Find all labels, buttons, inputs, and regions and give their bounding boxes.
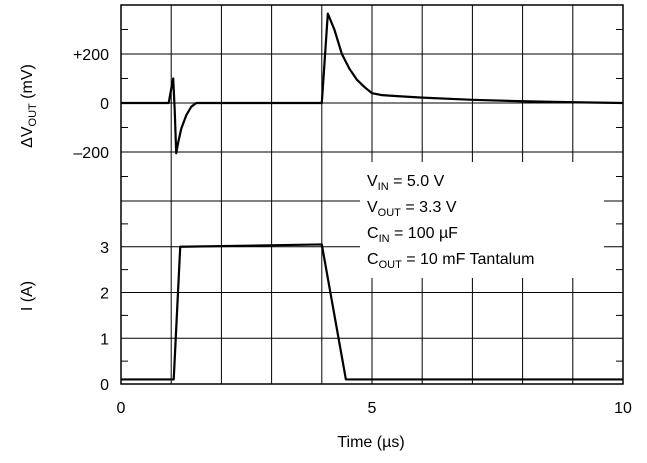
y-tick-label-bottom: 3	[100, 240, 109, 257]
y-label-top-unit: (mV)	[19, 64, 36, 103]
annotation-box	[360, 162, 604, 278]
vout-deviation-line	[121, 12, 624, 155]
y-tick-label-top: –200	[73, 145, 109, 162]
y-axis-label-top: ΔVOUT (mV)	[19, 64, 39, 148]
y-tick-label-top: +200	[73, 47, 109, 64]
y-label-top-delta: Δ	[19, 137, 36, 148]
annotations: VIN = 5.0 V VOUT = 3.3 V CIN = 100 µF COUT …	[367, 173, 534, 271]
load-current-line	[121, 243, 623, 381]
x-tick-label: 0	[117, 400, 126, 417]
y-tick-label-bottom: 1	[100, 331, 109, 348]
annotation-line: CIN = 100 µF	[367, 225, 458, 245]
x-axis-label: Time (µs)	[337, 434, 404, 451]
y-label-top-sub: OUT	[27, 103, 39, 127]
annotation-line: COUT = 10 mF Tantalum	[367, 251, 534, 271]
x-tick-label: 10	[614, 400, 632, 417]
y-tick-label-bottom: 2	[100, 286, 109, 303]
series	[121, 12, 624, 381]
y-label-top-v: V	[19, 126, 36, 137]
annotation-line: VIN = 5.0 V	[367, 173, 445, 193]
y-tick-label-bottom: 0	[100, 377, 109, 394]
y-axis-label-bottom: I (A)	[19, 281, 36, 311]
y-tick-label-top: 0	[100, 96, 109, 113]
annotation-line: VOUT = 3.3 V	[367, 199, 457, 219]
x-tick-label: 5	[368, 400, 377, 417]
